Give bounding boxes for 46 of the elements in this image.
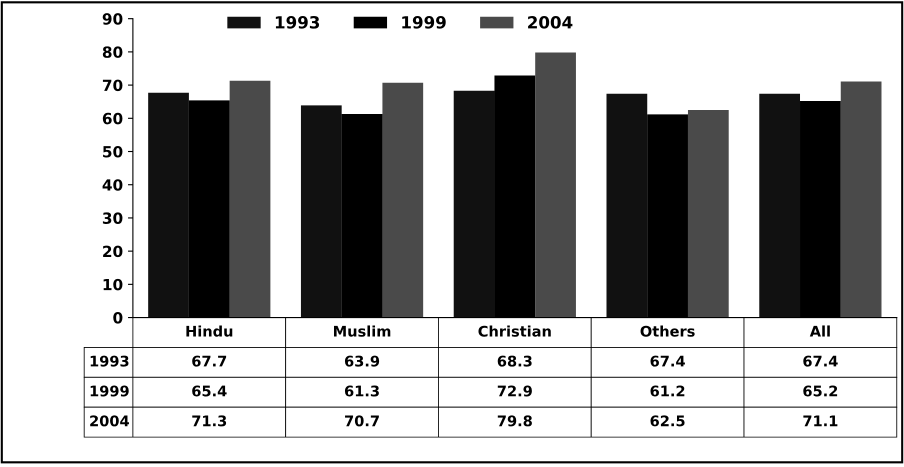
y-tick-label: 70 — [102, 80, 122, 92]
data-label: 70.7 — [345, 415, 379, 426]
text: 1993 — [90, 356, 128, 367]
x-tick-label: Others — [640, 325, 695, 337]
bar — [535, 52, 576, 318]
y-tick-label: 60 — [102, 112, 122, 124]
y-tick-label: 40 — [102, 179, 122, 191]
data-label: 72.9 — [498, 385, 532, 397]
bar — [688, 110, 729, 318]
y-tick-label: 30 — [102, 212, 122, 224]
x-tick-label: Muslim — [334, 325, 390, 337]
bar — [300, 105, 342, 318]
x-tick-label: Christian — [478, 325, 551, 337]
bar — [454, 90, 494, 318]
data-label: 65.2 — [803, 385, 838, 397]
legend-label: 2004 — [528, 16, 572, 29]
bar — [840, 81, 882, 318]
y-tick-label: 80 — [102, 46, 122, 58]
data-label: 71.3 — [192, 415, 226, 426]
data-label: 67.4 — [803, 356, 838, 367]
x-tick-label: Hindu — [186, 325, 232, 337]
data-label: 71.1 — [803, 416, 838, 426]
legend-label: 1999 — [402, 16, 446, 29]
y-tick-label: 50 — [103, 146, 122, 158]
y-tick-label: 10 — [104, 278, 122, 290]
data-label: 79.8 — [498, 415, 532, 426]
bar — [230, 80, 270, 318]
bar — [148, 92, 189, 318]
y-tick-label: 90 — [102, 13, 122, 25]
bar — [606, 94, 648, 318]
x-tick-label: All — [810, 325, 830, 337]
data-label: 65.4 — [192, 385, 227, 397]
data-label: 62.5 — [650, 415, 685, 426]
legend-label: 1993 — [276, 16, 320, 29]
y-tick-label: 0 — [113, 312, 122, 324]
data-label: 67.4 — [650, 356, 685, 367]
bar — [759, 94, 800, 318]
data-label: 63.9 — [344, 356, 380, 367]
data-label: 67.7 — [192, 356, 226, 367]
text: 1999 — [90, 385, 129, 397]
data-label: 68.3 — [498, 356, 532, 367]
bar — [382, 82, 424, 318]
data-label: 61.3 — [344, 385, 379, 397]
text: 2004 — [90, 415, 129, 426]
y-tick-label: 20 — [103, 246, 122, 258]
data-label: 61.2 — [650, 385, 684, 397]
